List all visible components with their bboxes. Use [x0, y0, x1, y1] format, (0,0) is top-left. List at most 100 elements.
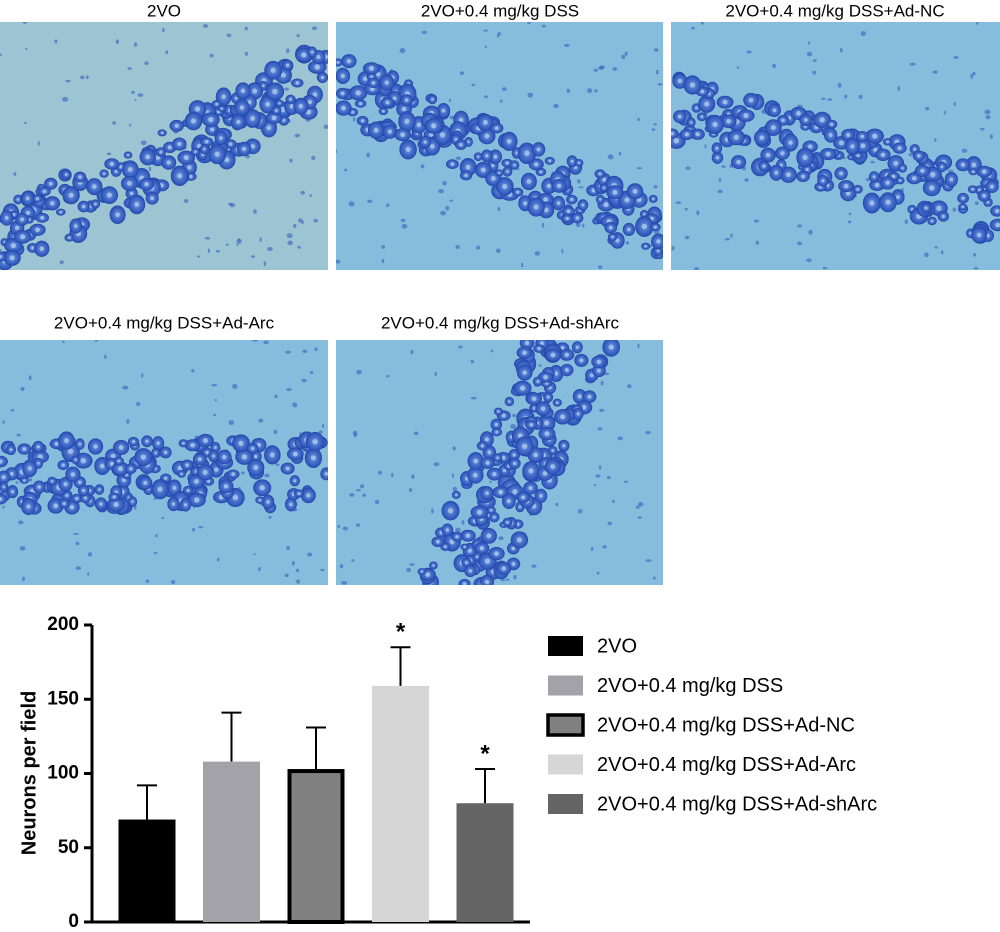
- nucleus: [270, 67, 276, 73]
- speck: [822, 266, 828, 270]
- nucleus: [565, 368, 569, 372]
- nucleus: [174, 123, 179, 128]
- nucleus: [441, 108, 446, 113]
- nucleus: [771, 125, 776, 131]
- speck: [385, 203, 390, 208]
- nucleus: [536, 380, 540, 383]
- nucleus: [295, 81, 300, 85]
- speck: [134, 42, 138, 48]
- speck: [54, 39, 58, 44]
- speck: [521, 262, 524, 268]
- nucleus: [118, 445, 124, 450]
- nucleus: [522, 370, 527, 375]
- speck: [452, 446, 456, 451]
- nucleus: [464, 173, 468, 178]
- nucleus: [486, 533, 492, 539]
- nucleus: [897, 146, 902, 151]
- nucleus: [223, 484, 229, 489]
- speck: [349, 493, 355, 497]
- nucleus: [12, 213, 16, 217]
- nucleus: [214, 467, 219, 472]
- speck: [947, 169, 954, 173]
- panel-label: 2VO+0.4 mg/kg DSS+Ad-shArc: [381, 313, 620, 332]
- speck: [578, 186, 584, 189]
- nucleus: [850, 144, 855, 149]
- nucleus: [190, 442, 195, 448]
- speck: [207, 248, 210, 254]
- nucleus: [16, 198, 20, 201]
- nucleus: [31, 246, 35, 250]
- speck: [590, 547, 594, 551]
- nucleus: [64, 173, 68, 176]
- nucleus: [673, 138, 680, 144]
- speck: [336, 259, 341, 264]
- speck: [611, 499, 615, 503]
- bar: [118, 819, 176, 922]
- speck: [258, 418, 264, 423]
- speck: [73, 533, 79, 536]
- nucleus: [203, 438, 208, 443]
- nucleus: [825, 151, 831, 157]
- nucleus: [564, 352, 569, 358]
- nucleus: [874, 182, 880, 188]
- speck: [20, 386, 25, 392]
- speck: [353, 433, 357, 438]
- nucleus: [715, 146, 719, 150]
- nucleus: [512, 489, 518, 495]
- bar: [372, 685, 429, 922]
- nucleus: [140, 454, 146, 460]
- nucleus: [278, 102, 281, 105]
- nucleus: [803, 117, 808, 122]
- speck: [15, 481, 19, 484]
- nucleus: [656, 249, 660, 253]
- speck: [22, 22, 28, 24]
- nucleus: [252, 88, 258, 94]
- speck: [675, 201, 682, 204]
- legend-label: 2VO+0.4 mg/kg DSS: [597, 675, 783, 697]
- speck: [455, 527, 461, 533]
- nucleus: [341, 105, 346, 111]
- speck: [538, 364, 542, 367]
- speck: [496, 34, 500, 38]
- nucleus: [602, 186, 606, 189]
- speck: [934, 137, 937, 142]
- nucleus: [420, 570, 424, 573]
- speck: [691, 26, 695, 30]
- speck: [268, 515, 272, 519]
- nucleus: [560, 346, 565, 350]
- nucleus: [194, 479, 199, 484]
- nucleus: [109, 161, 114, 167]
- speck: [501, 87, 507, 92]
- nucleus: [272, 88, 278, 95]
- nucleus: [496, 456, 499, 460]
- nucleus: [608, 225, 613, 230]
- nucleus: [346, 58, 352, 64]
- nucleus: [69, 504, 75, 510]
- nucleus: [99, 502, 103, 506]
- legend-label: 2VO+0.4 mg/kg DSS+Ad-Arc: [597, 754, 856, 776]
- nucleus: [220, 107, 224, 110]
- speck: [431, 508, 434, 514]
- nucleus: [26, 504, 31, 509]
- nucleus: [298, 104, 304, 109]
- nucleus: [807, 144, 813, 149]
- speck: [980, 127, 985, 131]
- nucleus: [10, 490, 15, 494]
- nucleus: [553, 371, 559, 376]
- nucleus: [358, 101, 363, 106]
- speck: [505, 578, 510, 581]
- nucleus: [310, 455, 316, 461]
- speck: [645, 430, 651, 435]
- speck: [410, 349, 414, 355]
- nucleus: [458, 117, 464, 123]
- speck: [273, 429, 278, 435]
- speck: [471, 83, 476, 87]
- speck: [498, 536, 504, 541]
- nucleus: [232, 494, 239, 501]
- nucleus: [258, 498, 262, 502]
- nucleus: [492, 515, 496, 519]
- speck: [821, 97, 826, 100]
- nucleus: [212, 454, 216, 458]
- nucleus: [439, 132, 446, 138]
- nucleus: [869, 200, 875, 206]
